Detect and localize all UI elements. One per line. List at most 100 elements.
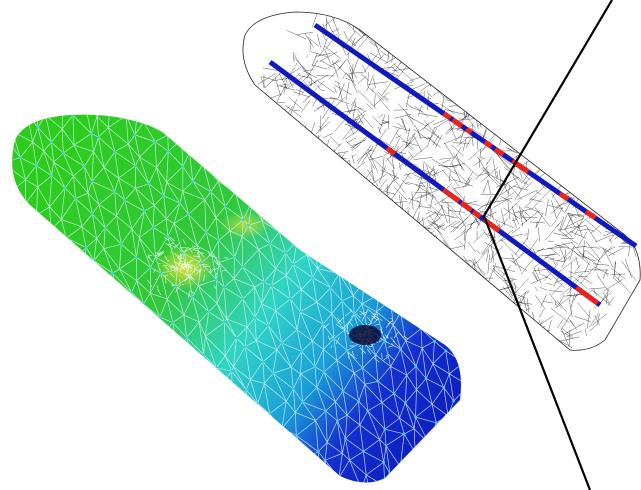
mesh-node [191,180,194,183]
mesh-node [383,340,386,343]
mesh-node [337,476,340,479]
mesh-node [280,427,283,430]
mesh-node [97,136,100,139]
mesh-node [305,224,308,227]
mesh-node [393,392,396,395]
mesh-node [182,165,185,168]
mesh-node [366,410,369,413]
mesh-node [46,92,49,95]
mesh-node [185,336,188,339]
mesh-node [269,242,272,245]
mesh-node [245,388,248,391]
mesh-node [241,265,244,268]
mesh-node [202,353,205,356]
mesh-node [133,79,136,82]
mesh-node [403,433,406,436]
mesh-node [404,401,407,404]
mesh-node [272,372,275,375]
mesh-node [382,461,385,464]
mesh-node [104,227,107,230]
mesh-node [118,63,121,66]
mesh-node [442,386,445,389]
mesh-node [361,367,364,370]
mesh-node [74,197,77,200]
mesh-node [388,472,391,475]
mesh-node [215,367,218,370]
mesh-node [425,377,428,380]
mesh-node [313,236,316,239]
mesh-node [292,263,295,266]
mesh-node [262,281,265,284]
mesh-node [444,349,447,352]
mesh-node [270,284,273,287]
mesh-node [80,47,83,50]
mesh-node [142,303,145,306]
mesh-node [37,126,40,129]
mesh-node [353,313,356,316]
mesh-node [24,202,27,205]
mesh-node [383,428,386,431]
mesh-node [19,156,22,159]
mesh-node [222,286,225,289]
fiber-highlight [576,288,587,296]
mesh-node [50,174,53,177]
mesh-node [50,141,53,144]
mesh-node [62,152,65,155]
mesh-node [104,57,107,60]
fiber-highlight [466,129,471,132]
mesh-node [171,321,174,324]
mesh-node [135,256,138,259]
mesh-node [346,349,349,352]
page: (() => { const svg = document.getElement… [0,0,641,490]
mesh-node [162,194,165,197]
mesh-node [67,67,70,70]
fiber-highlights [387,114,598,304]
mesh-node [147,182,150,185]
fiber-highlight [443,190,450,195]
mesh-node [292,216,295,219]
mesh-node [420,327,423,330]
mesh-node [134,164,137,167]
mesh-node [35,164,38,167]
mesh-node [216,158,219,161]
mesh-node [11,189,14,192]
mesh-node [187,213,190,216]
fiber-highlight [387,148,395,154]
mesh-node [262,360,265,363]
mesh-node [289,298,292,301]
mesh-node [217,239,220,242]
mesh-node [399,348,402,351]
mesh-node [90,132,93,135]
mesh-node [120,243,123,246]
mesh-node [324,459,327,462]
mesh-node [178,202,181,205]
mesh-node [154,140,157,143]
mesh-node [452,400,455,403]
cut-line [484,0,612,490]
mesh-node [267,324,270,327]
mesh-node [109,103,112,106]
mesh-node [377,380,380,383]
mesh-node [191,296,194,299]
mesh-node [133,133,136,136]
fiber-highlight [453,120,462,127]
mesh-node [277,199,280,202]
mesh-node [200,262,203,265]
mesh-node [378,293,381,296]
mesh-node [188,133,191,136]
mesh-node [158,316,161,319]
mesh-node [93,259,96,262]
mesh-node [65,237,68,240]
mesh-node [83,165,86,168]
mesh-node [159,109,162,112]
mesh-node [207,310,210,313]
mesh-node [334,249,337,252]
mesh-node [317,450,320,453]
mesh-node [344,437,347,440]
mesh-node [363,281,366,284]
mesh-node [123,199,126,202]
mesh-node [198,144,201,147]
mesh-node [235,336,238,339]
mesh-node [215,278,218,281]
mesh-node [362,450,365,453]
